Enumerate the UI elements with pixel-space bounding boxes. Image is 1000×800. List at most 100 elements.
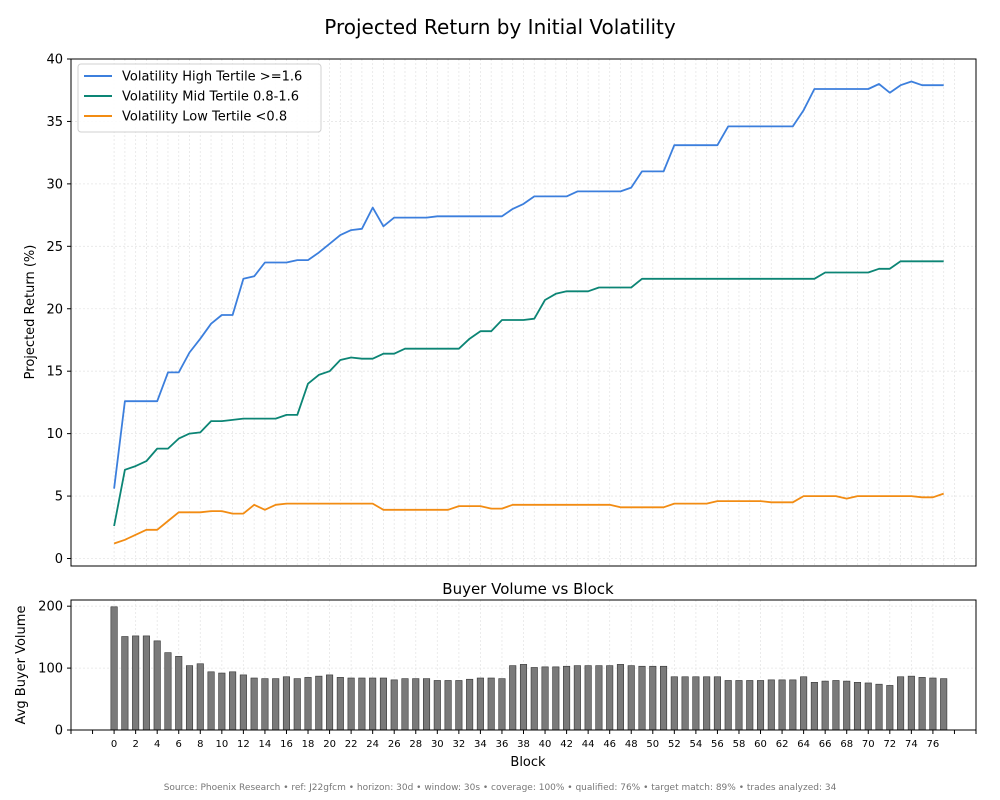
series-line-2 — [113, 492, 944, 545]
bar — [929, 677, 937, 731]
bar — [821, 680, 829, 731]
bar — [875, 683, 883, 731]
x-tick-label: 66 — [819, 739, 832, 750]
bar — [110, 606, 118, 731]
bar — [810, 682, 818, 731]
bar — [584, 665, 592, 731]
bar — [886, 685, 894, 731]
x-tick-label: 12 — [237, 739, 250, 750]
bar — [616, 664, 624, 731]
x-tick-label: 76 — [927, 739, 940, 750]
x-tick-label: 2 — [132, 739, 138, 750]
bar — [552, 666, 560, 731]
bar — [681, 676, 689, 731]
bar — [692, 676, 700, 731]
bar — [347, 677, 355, 731]
x-tick-label: 10 — [215, 739, 228, 750]
bar — [789, 679, 797, 731]
line-chart-grid — [71, 58, 976, 566]
bar — [703, 676, 711, 731]
series-line-0 — [113, 80, 944, 489]
legend-entry-label: Volatility Mid Tertile 0.8-1.6 — [122, 90, 299, 105]
bar — [293, 678, 301, 731]
x-tick-label: 68 — [840, 739, 853, 750]
y-tick-label: 10 — [46, 427, 63, 442]
bar — [853, 682, 862, 731]
bar — [735, 680, 743, 731]
x-tick-label: 64 — [797, 739, 810, 750]
x-tick-label: 20 — [323, 739, 336, 750]
bar — [175, 656, 183, 731]
bar — [530, 667, 538, 731]
x-tick-label: 56 — [711, 739, 724, 750]
x-tick-label: 54 — [690, 739, 703, 750]
bar — [649, 665, 657, 731]
bar — [800, 676, 808, 731]
x-tick-label: 18 — [302, 739, 315, 750]
y-tick-label: 20 — [46, 302, 63, 317]
bar — [487, 677, 495, 731]
x-tick-label: 70 — [862, 739, 875, 750]
bar — [433, 680, 441, 731]
bar-chart-title: Buyer Volume vs Block — [442, 580, 614, 598]
x-tick-label: 40 — [539, 739, 552, 750]
bar — [218, 672, 226, 731]
bar — [250, 677, 258, 731]
bar — [627, 665, 635, 731]
bar — [519, 664, 528, 731]
y-tick-label: 0 — [55, 552, 63, 567]
bar — [239, 674, 247, 731]
bar — [746, 680, 754, 731]
bar-chart-bars — [110, 606, 948, 731]
bar — [897, 676, 905, 731]
bar-chart-y-axis-label: Avg Buyer Volume — [14, 606, 29, 725]
bar — [864, 682, 872, 731]
bar — [756, 680, 765, 731]
bar — [498, 678, 506, 731]
x-tick-label: 28 — [409, 739, 422, 750]
bar — [185, 665, 194, 731]
x-tick-label: 44 — [582, 739, 595, 750]
x-tick-label: 60 — [754, 739, 767, 750]
bar — [918, 677, 926, 731]
x-tick-label: 46 — [603, 739, 616, 750]
x-tick-label: 8 — [197, 739, 203, 750]
y-tick-label: 35 — [46, 115, 63, 130]
series-line-1 — [113, 260, 944, 527]
bar — [940, 678, 948, 731]
x-tick-label: 50 — [646, 739, 659, 750]
bar — [358, 677, 366, 731]
bar — [229, 671, 237, 731]
x-tick-label: 30 — [431, 739, 444, 750]
bar — [272, 678, 280, 731]
bar — [455, 680, 463, 731]
x-tick-label: 24 — [366, 739, 379, 750]
bar — [196, 663, 204, 731]
y-tick-label: 0 — [55, 724, 63, 739]
x-tick-label: 62 — [776, 739, 789, 750]
bar-chart-x-ticks: 0 2 4 6 8 10 12 14 16 18 20 22 24 26 28 30 32 34 36 38 40 42 4… — [70, 730, 977, 750]
bar — [595, 665, 603, 731]
bar — [843, 680, 851, 731]
bar — [142, 635, 150, 731]
bar — [509, 665, 517, 731]
x-tick-label: 52 — [668, 739, 681, 750]
x-tick-label: 42 — [560, 739, 573, 750]
bar — [563, 665, 571, 731]
line-chart-frame — [70, 58, 977, 567]
bar-chart-x-axis-label: Block — [510, 755, 546, 770]
bar — [379, 677, 387, 731]
bar — [778, 679, 786, 731]
y-tick-label: 200 — [38, 600, 63, 615]
bar — [713, 676, 721, 731]
bar — [422, 678, 431, 731]
chart-title: Projected Return by Initial Volatility — [324, 15, 676, 39]
x-tick-label: 22 — [345, 739, 358, 750]
x-tick-label: 14 — [259, 739, 272, 750]
bar — [390, 679, 398, 731]
bar — [907, 675, 915, 731]
bar-chart-y-ticks: 0 100 200 — [38, 600, 71, 739]
x-tick-label: 0 — [111, 739, 117, 750]
